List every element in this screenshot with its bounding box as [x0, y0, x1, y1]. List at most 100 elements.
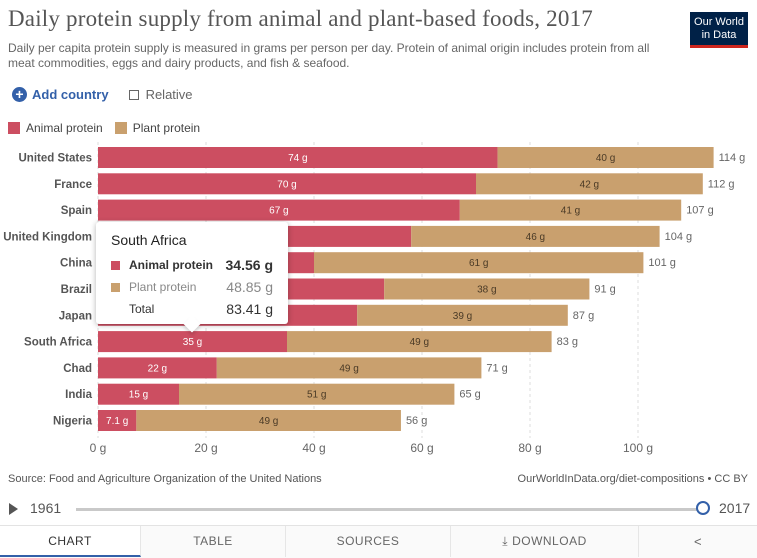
data-label-plant: 40 g: [596, 153, 615, 164]
data-label-plant: 46 g: [526, 232, 545, 243]
timeline-fill: [76, 508, 702, 511]
tooltip-value-total: 83.41 g: [226, 301, 273, 317]
credit-link[interactable]: OurWorldInData.org/diet-compositions • C…: [517, 473, 748, 485]
x-tick-label: 20 g: [194, 441, 217, 455]
tooltip: South Africa Animal protein 34.56 g Plan…: [96, 222, 288, 333]
share-icon[interactable]: <: [693, 534, 703, 549]
total-label: 104 g: [665, 231, 693, 243]
category-label: India: [65, 389, 92, 401]
bar-plant: [476, 173, 703, 195]
tab-chart[interactable]: CHART: [0, 526, 141, 557]
data-label-plant: 51 g: [307, 390, 326, 401]
data-label-plant: 42 g: [580, 179, 599, 190]
add-country-label: Add country: [32, 87, 109, 102]
category-label: South Africa: [24, 337, 93, 349]
timeline-end-year: 2017: [719, 500, 751, 516]
tab-sources[interactable]: SOURCES: [286, 526, 451, 557]
logo-accent-bar: [690, 45, 748, 48]
x-tick-label: 40 g: [302, 441, 325, 455]
tooltip-swatch-spacer: [111, 305, 120, 314]
bar-plant: [179, 383, 455, 405]
total-label: 114 g: [719, 152, 746, 164]
source-note[interactable]: Source: Food and Agriculture Organizatio…: [8, 473, 322, 485]
timeline-track[interactable]: [76, 508, 702, 511]
bar-animal: [98, 173, 476, 195]
relative-label: Relative: [145, 87, 193, 102]
tab-table[interactable]: TABLE: [141, 526, 286, 557]
bar-animal: [98, 383, 179, 405]
tooltip-row-total: Total 83.41 g: [111, 299, 273, 319]
category-label: Japan: [59, 310, 92, 322]
relative-checkbox[interactable]: [128, 89, 139, 100]
data-label-animal: 35 g: [183, 337, 202, 348]
total-label: 65 g: [459, 389, 480, 401]
tooltip-label-animal: Animal protein: [129, 258, 214, 272]
bar-animal: [98, 331, 287, 353]
bar-plant: [411, 225, 660, 247]
data-label-plant: 41 g: [561, 206, 580, 217]
chart-legend: Animal protein Plant protein: [8, 121, 212, 135]
total-label: 56 g: [406, 415, 427, 427]
data-label-animal: 22 g: [148, 363, 167, 374]
tooltip-label-plant: Plant protein: [129, 280, 197, 294]
bar-animal: [98, 147, 498, 168]
data-label-plant: 49 g: [339, 363, 358, 374]
x-tick-label: 0 g: [90, 441, 107, 455]
total-label: 91 g: [594, 284, 615, 296]
category-label: Brazil: [61, 284, 92, 296]
data-label-plant: 49 g: [259, 416, 278, 427]
tooltip-title: South Africa: [111, 232, 187, 248]
timeline-handle[interactable]: [696, 501, 710, 515]
data-label-animal: 67 g: [269, 206, 288, 217]
tab-download-label: DOWNLOAD: [512, 534, 587, 548]
chart-controls: + Add country Relative: [12, 87, 193, 102]
total-label: 107 g: [686, 205, 714, 217]
relative-toggle[interactable]: Relative: [128, 87, 193, 102]
owid-logo[interactable]: Our World in Data: [690, 12, 748, 48]
timeline-start-year: 1961: [30, 500, 62, 516]
bottom-tabs: CHART TABLE SOURCES ⤓ DOWNLOAD <: [0, 525, 757, 558]
bar-plant: [216, 357, 482, 379]
data-label-plant: 38 g: [477, 285, 496, 296]
logo-line-1: Our World: [694, 16, 744, 28]
legend-item-animal[interactable]: Animal protein: [8, 121, 103, 135]
data-label-animal: 74 g: [288, 153, 307, 164]
bar-plant: [314, 252, 644, 274]
tooltip-label-total: Total: [129, 302, 155, 316]
play-icon[interactable]: [9, 503, 18, 515]
bar-animal: [98, 410, 137, 431]
data-label-plant: 39 g: [453, 311, 472, 322]
tooltip-value-animal: 34.56 g: [225, 257, 273, 273]
total-label: 71 g: [486, 362, 507, 374]
timeline: 1961 2017: [0, 497, 757, 521]
bar-animal: [98, 199, 460, 221]
download-icon: ⤓: [502, 534, 509, 548]
tooltip-swatch-animal: [111, 260, 120, 270]
add-country-button[interactable]: + Add country: [12, 87, 109, 102]
bar-plant: [136, 410, 401, 431]
legend-swatch-plant: [114, 122, 127, 134]
legend-swatch-animal: [8, 122, 20, 134]
category-label: France: [54, 179, 92, 191]
chart-subtitle: Daily per capita protein supply is measu…: [8, 41, 650, 70]
tab-download[interactable]: ⤓ DOWNLOAD: [451, 526, 639, 557]
tooltip-row-animal: Animal protein 34.56 g: [111, 255, 273, 275]
category-label: China: [60, 258, 93, 270]
category-label: United States: [19, 153, 93, 165]
bar-plant: [357, 304, 568, 326]
data-label-plant: 49 g: [410, 337, 429, 348]
total-label: 112 g: [708, 178, 735, 190]
legend-item-plant[interactable]: Plant protein: [114, 121, 201, 135]
total-label: 101 g: [648, 257, 676, 269]
bar-plant: [497, 147, 714, 168]
bar-plant: [384, 278, 590, 300]
legend-label-plant: Plant protein: [132, 121, 201, 135]
bar-animal: [98, 357, 217, 379]
total-label: 87 g: [573, 310, 594, 322]
data-label-animal: 70 g: [277, 179, 296, 190]
total-label: 83 g: [557, 336, 578, 348]
data-label-animal: 15 g: [129, 390, 148, 401]
bar-plant: [459, 199, 682, 221]
category-label: Nigeria: [53, 416, 93, 428]
category-label: Chad: [63, 363, 92, 375]
